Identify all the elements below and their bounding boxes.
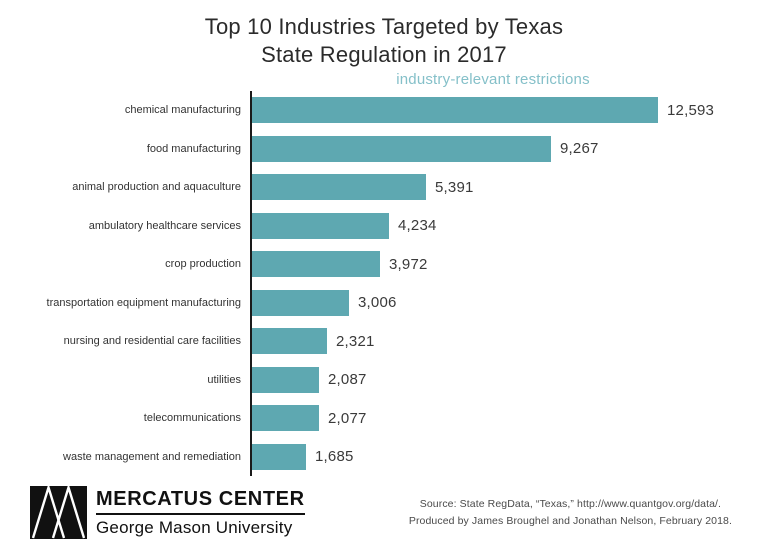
chart-row: transportation equipment manufacturing 3,… [0,283,768,322]
mercatus-logo-block: MERCATUS CENTER George Mason University [30,486,305,539]
mercatus-logo-icon [30,486,87,539]
bar [252,97,658,124]
plot-area: 2,077 [250,399,768,438]
category-label: animal production and aquaculture [72,181,241,194]
value-label: 2,087 [328,371,367,389]
category-label: telecommunications [143,412,241,425]
brand-text: MERCATUS CENTER George Mason University [96,488,305,538]
george-mason-university-label: George Mason University [96,517,293,537]
chart-row: waste management and remediation 1,685 [0,437,768,476]
logo-divider [96,512,305,515]
chart-row: food manufacturing 9,267 [0,129,768,168]
chart-row: utilities 2,087 [0,360,768,399]
plot-area: 2,087 [250,360,768,399]
source-line-2: Produced by James Broughel and Jonathan … [408,514,732,527]
bar [252,251,380,278]
value-label: 9,267 [560,140,599,158]
bar [252,212,389,239]
plot-area: 1,685 [250,437,768,476]
category-label: ambulatory healthcare services [88,219,241,232]
chart-row: chemical manufacturing 12,593 [0,91,768,130]
value-label: 12,593 [667,101,715,119]
plot-area: 5,391 [250,168,768,207]
source-line-1: Source: State RegData, “Texas,” http://w… [419,498,722,511]
chart-title-line1: Top 10 Industries Targeted by Texas [204,14,564,39]
value-label: 2,321 [336,332,375,350]
category-label: food manufacturing [146,142,241,155]
chart-row: animal production and aquaculture 5,391 [0,168,768,207]
bar [252,289,349,316]
category-label: utilities [207,373,241,386]
chart-subtitle-row: industry-relevant restrictions [258,71,728,90]
source-note: Source: State RegData, “Texas,” http://w… [409,496,732,529]
horizontal-bar-chart: chemical manufacturing 12,593 food manufac… [0,91,768,476]
plot-area: 2,321 [250,322,768,361]
bar [252,366,319,393]
value-label: 3,972 [389,255,428,273]
chart-title-line2: State Regulation in 2017 [261,42,507,67]
plot-area: 9,267 [250,129,768,168]
chart-row: nursing and residential care facilities 2… [0,322,768,361]
bar [252,328,327,355]
bar [252,443,306,470]
value-label: 1,685 [315,448,354,466]
value-label: 2,077 [328,409,367,427]
value-label: 4,234 [398,217,437,235]
plot-area: 3,006 [250,283,768,322]
bar [252,135,551,162]
plot-area: 12,593 [250,91,768,130]
value-label: 5,391 [435,178,474,196]
mercatus-center-label: MERCATUS CENTER [96,487,305,510]
category-label: nursing and residential care facilities [63,335,241,348]
category-label: crop production [165,258,241,271]
bar [252,405,319,432]
footer: MERCATUS CENTER George Mason University … [0,486,768,539]
category-label: transportation equipment manufacturing [46,296,241,309]
value-label: 3,006 [358,294,397,312]
chart-row: ambulatory healthcare services 4,234 [0,206,768,245]
chart-row: crop production 3,972 [0,245,768,284]
plot-area: 4,234 [250,206,768,245]
category-label: chemical manufacturing [124,104,241,117]
bar [252,174,426,201]
chart-row: telecommunications 2,077 [0,399,768,438]
axis-label-industry-relevant-restrictions: industry-relevant restrictions [396,71,590,88]
chart-title: Top 10 Industries Targeted by Texas Stat… [0,13,768,69]
category-label: waste management and remediation [63,450,241,463]
plot-area: 3,972 [250,245,768,284]
